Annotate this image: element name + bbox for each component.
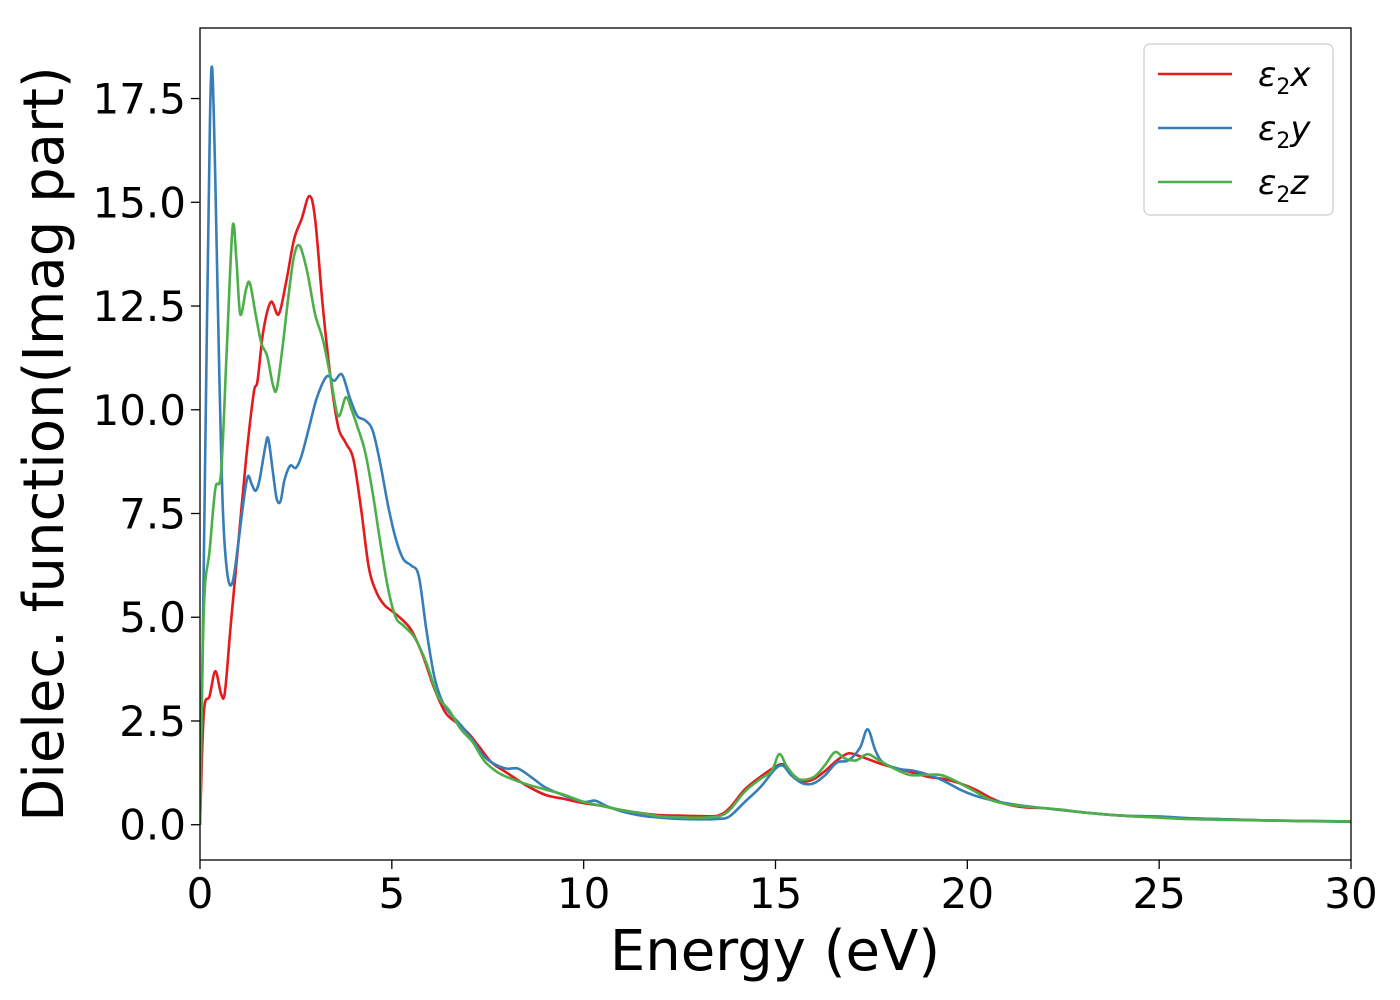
legend-label-tail: y [1289,109,1311,149]
legend-label: ε2y [1258,109,1311,154]
x-axis: 0 5 10 15 20 25 30 [187,860,1378,918]
series-line-2 [200,65,1351,825]
legend-label: ε2z [1258,163,1309,208]
legend-label-base: ε [1258,109,1276,149]
legend-label-sub: 2 [1276,183,1290,208]
x-tick-label: 25 [1132,869,1185,918]
y-tick-label: 10.0 [92,386,186,435]
y-tick-label: 5.0 [119,593,186,642]
legend-label: ε2x [1258,55,1311,100]
x-tick-label: 30 [1324,869,1377,918]
x-tick-label: 0 [187,869,214,918]
x-axis-title: Energy (eV) [610,919,940,984]
y-tick-label: 17.5 [92,75,186,124]
series-line-3 [200,222,1351,825]
x-tick-label: 15 [749,869,802,918]
y-tick-label: 15.0 [92,178,186,227]
legend-label-base: ε [1258,163,1276,203]
legend-label-tail: x [1289,55,1311,95]
y-axis-title: Dielec. function(Imag part) [12,66,77,822]
y-tick-label: 12.5 [92,282,186,331]
legend-box [1143,43,1334,216]
x-tick-label: 20 [941,869,994,918]
series-layer [200,65,1351,825]
y-tick-label: 7.5 [119,490,186,539]
legend-label-sub: 2 [1276,129,1290,154]
legend-label-tail: z [1289,163,1309,203]
y-axis: 0.0 2.5 5.0 7.5 10.0 12.5 15.0 17.5 [92,75,200,850]
x-tick-label: 10 [557,869,610,918]
x-tick-label: 5 [378,869,405,918]
y-tick-label: 2.5 [119,697,186,746]
legend-label-base: ε [1258,55,1276,95]
legend-label-sub: 2 [1276,75,1290,100]
y-tick-label: 0.0 [119,801,186,850]
